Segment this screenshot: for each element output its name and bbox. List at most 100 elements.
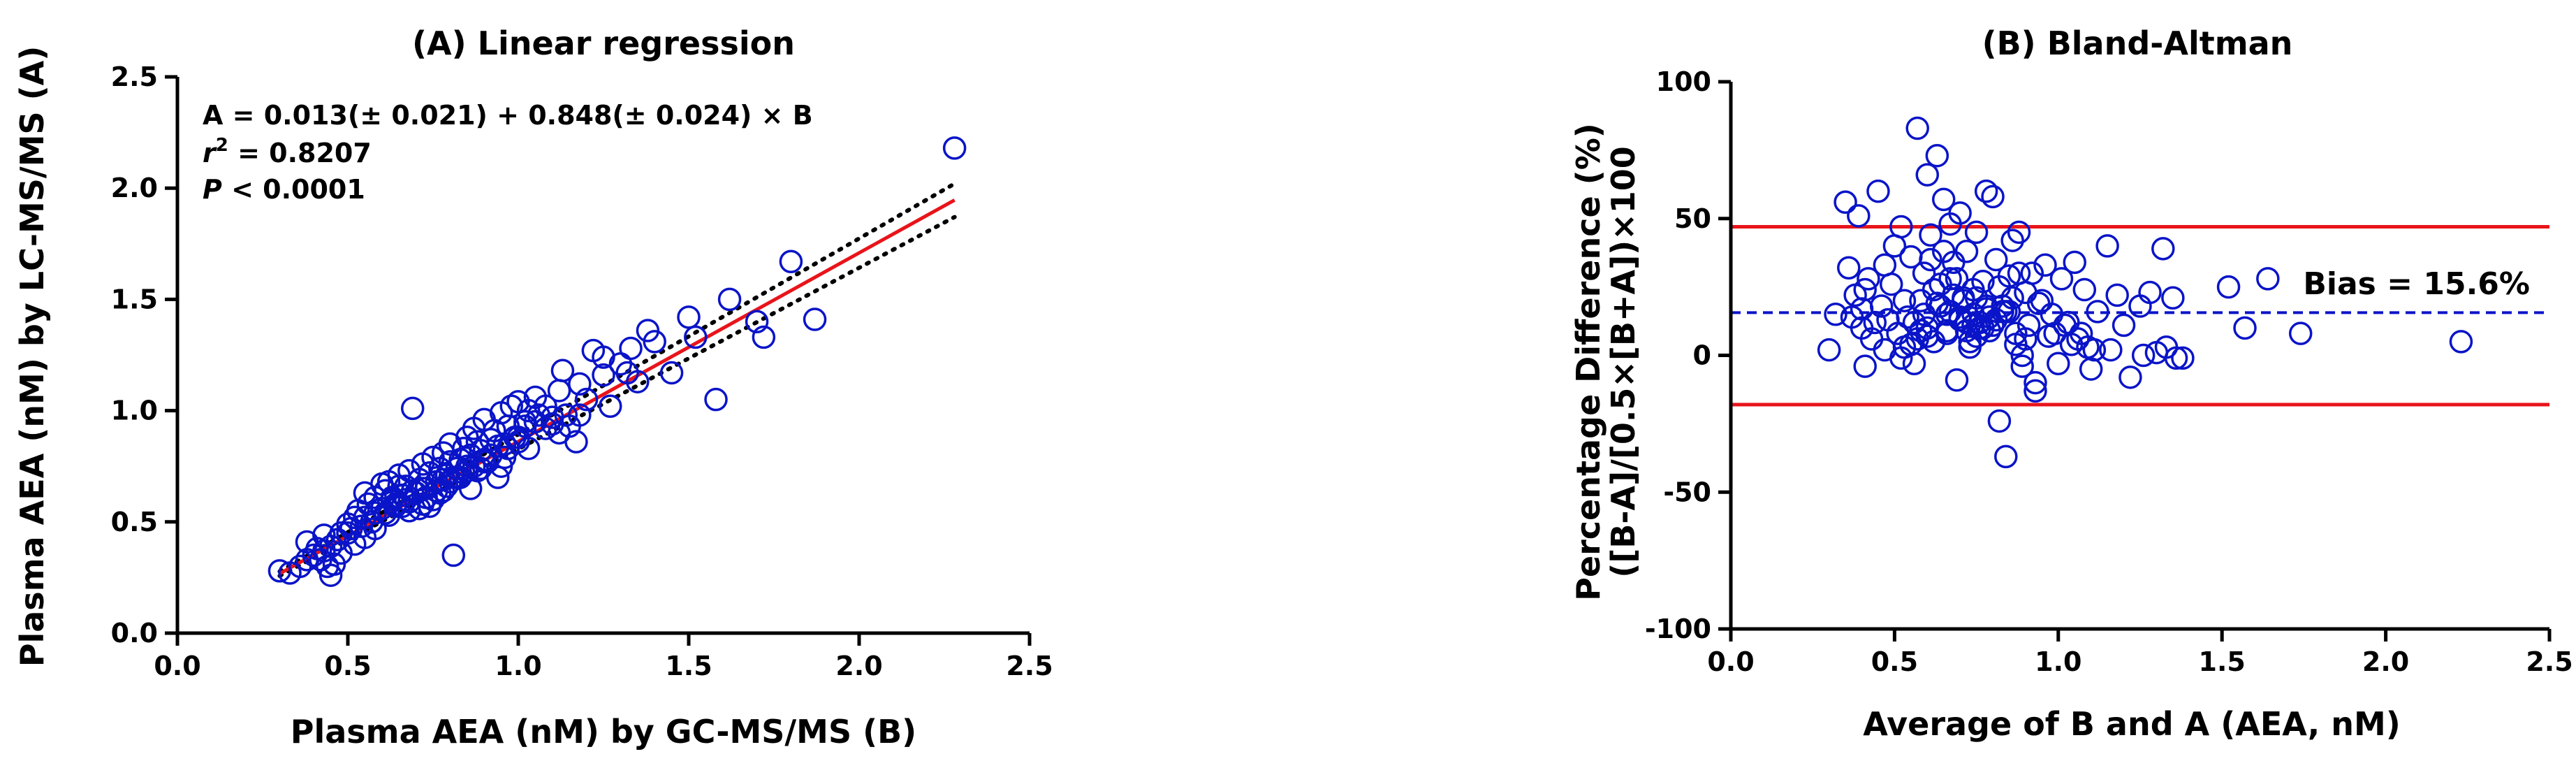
chart-b-point — [2233, 316, 2257, 340]
chart-b-point — [2164, 346, 2188, 370]
chart-b-point — [1958, 330, 1982, 354]
chart-a-point — [513, 414, 537, 438]
chart-a-point — [568, 372, 592, 396]
chart-a-axes: 0.0 0.5 1.0 1.5 2.0 2.5 0.0 0.5 1.0 1.5 2.0 2.5 — [111, 61, 1053, 681]
chart-b-point — [2161, 286, 2185, 310]
chart-b-point — [2112, 313, 2136, 338]
chart-b-x-tick-label: 0.0 — [1707, 646, 1754, 677]
chart-b-point — [1817, 338, 1841, 362]
chart-b-point — [1945, 368, 1969, 392]
chart-b-point — [1873, 253, 1897, 277]
chart-b-point — [2063, 250, 2086, 275]
chart-a-x-tick-label: 0.0 — [154, 651, 200, 681]
chart-a-ylabel: Plasma AEA (nM) by LC-MS/MS (A) — [13, 46, 51, 667]
chart-b-point — [1896, 305, 1919, 329]
chart-a-point — [717, 287, 742, 312]
chart-a-point — [803, 307, 827, 331]
chart-a-point — [636, 319, 660, 342]
chart-b-point — [1834, 190, 1857, 215]
chart-b-point — [2086, 300, 2109, 324]
chart-a-point — [592, 363, 615, 387]
chart-b-point — [1925, 143, 1949, 168]
chart-b-point — [1931, 239, 1956, 263]
chart-b-point — [2014, 280, 2037, 305]
chart-a-point — [295, 548, 319, 572]
chart-a-equation: A = 0.013(± 0.021) + 0.848(± 0.024) × B — [203, 100, 813, 131]
chart-b-point — [1873, 338, 1897, 362]
chart-a-point — [704, 387, 728, 412]
chart-a-y-tick-label: 0.5 — [111, 507, 158, 537]
panel-a-linear-regression: (A) Linear regression A = 0.013(± 0.021)… — [13, 24, 1053, 751]
chart-b-point — [1919, 247, 1942, 272]
chart-b-point — [1984, 307, 2008, 332]
chart-a-p-value: < 0.0001 — [222, 174, 365, 205]
chart-b-point — [2171, 346, 2195, 370]
chart-b-point — [2000, 229, 2024, 252]
chart-b-point — [1853, 277, 1877, 302]
chart-a-pvalue: P < 0.0001 — [203, 174, 365, 205]
chart-b-point — [1964, 324, 1989, 348]
chart-b-point — [2105, 283, 2129, 307]
chart-b-point — [1905, 116, 1929, 140]
chart-b-point — [1824, 303, 1847, 326]
chart-b-title: (B) Bland-Altman — [1982, 24, 2293, 62]
chart-a-point — [431, 468, 455, 492]
chart-b-point — [1971, 316, 1995, 340]
chart-a-point — [619, 336, 643, 361]
chart-b-point — [1994, 444, 2018, 469]
chart-b-x-tick-label: 1.5 — [2199, 646, 2246, 677]
chart-b-reference-lines — [1731, 224, 2549, 407]
chart-b-point — [2020, 261, 2044, 285]
chart-b-point — [1905, 327, 1929, 351]
chart-a-point — [942, 136, 967, 160]
chart-a-point — [615, 361, 639, 385]
chart-b-point — [1981, 184, 2005, 209]
chart-b-point — [1863, 310, 1887, 335]
chart-b-x-tick-label: 0.5 — [1871, 646, 1918, 677]
chart-a-point — [452, 461, 476, 485]
chart-b-point — [2043, 321, 2067, 345]
chart-a-point — [592, 345, 615, 369]
chart-b-point — [2072, 277, 2097, 302]
chart-b-point — [2010, 343, 2034, 368]
chart-a-point — [339, 516, 363, 541]
chart-b-point — [2138, 280, 2162, 305]
chart-b-point — [1889, 215, 1913, 239]
chart-a-point — [779, 249, 803, 274]
chart-a-point — [441, 465, 466, 489]
chart-a-point — [684, 325, 708, 349]
chart-b-point — [1853, 354, 1877, 378]
chart-b-point — [2024, 370, 2047, 395]
chart-b-point — [2216, 275, 2241, 299]
chart-a-r2-value: = 0.8207 — [228, 138, 372, 168]
chart-b-point — [1922, 277, 1946, 302]
chart-b-point — [1987, 409, 2012, 433]
chart-a-point — [745, 310, 769, 333]
chart-a-point — [383, 492, 408, 516]
chart-b-point — [1961, 313, 1985, 338]
chart-b-point — [2024, 379, 2047, 403]
panel-b-bland-altman: (B) Bland-Altman 0.0 0.5 1.0 1.5 2.0 2.5 -100 -… — [1569, 24, 2573, 743]
chart-a-point — [659, 361, 684, 385]
chart-a-point — [394, 488, 418, 512]
chart-b-point — [1889, 346, 1913, 370]
chart-a-point — [455, 458, 479, 483]
chart-a-point — [472, 447, 496, 472]
chart-b-point — [1948, 201, 1972, 225]
chart-b-point — [2014, 327, 2037, 351]
chart-a-point — [506, 430, 530, 454]
chart-b-point — [2256, 267, 2280, 291]
chart-b-ylabel-formula: ([B-A]/[0.5×[B+A])×100 — [1604, 146, 1642, 578]
chart-a-points — [268, 136, 967, 587]
chart-b-point — [2007, 261, 2031, 285]
chart-a-point — [499, 394, 523, 418]
chart-a-y-tick-label: 2.0 — [111, 173, 158, 203]
chart-a-point — [400, 396, 425, 421]
chart-b-point — [2049, 267, 2074, 291]
chart-b-point — [1847, 204, 1871, 228]
chart-a-title: (A) Linear regression — [412, 24, 795, 62]
chart-a-point — [319, 563, 343, 587]
chart-a-x-tick-label: 1.0 — [495, 651, 541, 681]
chart-b-point — [2449, 330, 2473, 354]
